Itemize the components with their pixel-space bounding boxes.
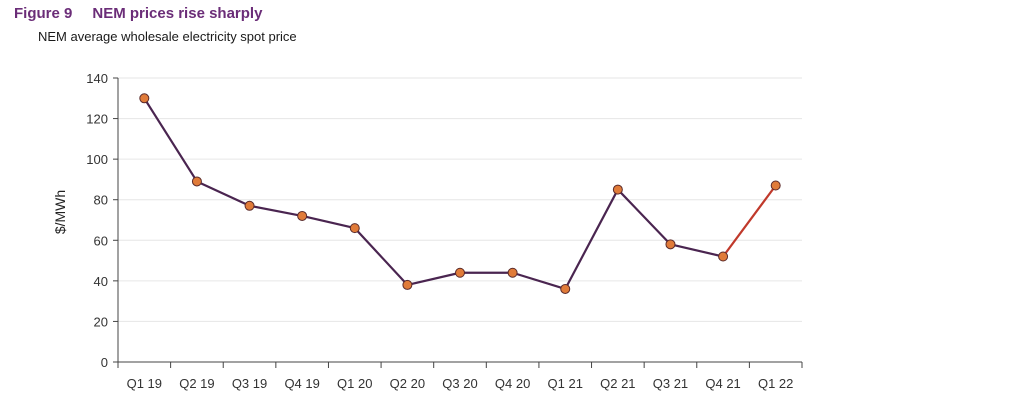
gridlines — [118, 77, 802, 322]
data-point — [770, 180, 781, 191]
series-line-segment — [248, 204, 304, 218]
x-tick-label: Q4 21 — [705, 376, 740, 391]
x-tick-label: Q1 19 — [127, 376, 162, 391]
y-tick-label: 120 — [86, 112, 108, 127]
y-tick-label: 40 — [94, 274, 108, 289]
series-line-segment — [564, 188, 619, 291]
y-tick-labels: 0 20 40 60 80 100 120 140 — [86, 71, 108, 370]
x-tick-label: Q2 21 — [600, 376, 635, 391]
y-tick-label: 20 — [94, 314, 108, 329]
data-point — [244, 200, 255, 211]
figure-number: Figure 9 — [14, 5, 73, 22]
data-point — [139, 93, 150, 104]
axes — [113, 77, 803, 368]
figure-title: Figure 9 NEM prices rise sharply — [14, 5, 262, 22]
series-line-segment — [353, 227, 409, 287]
figure-title-text: NEM prices rise sharply — [92, 5, 263, 22]
data-point — [718, 251, 729, 262]
x-tick-label: Q1 21 — [548, 376, 583, 391]
data-point — [191, 176, 202, 187]
y-tick-label: 100 — [86, 152, 108, 167]
series-points — [139, 93, 781, 294]
x-tick-label: Q3 19 — [232, 376, 267, 391]
series-line-segment — [301, 214, 356, 230]
x-tick-label: Q3 21 — [653, 376, 688, 391]
data-point — [349, 223, 360, 234]
x-tick-label: Q2 19 — [179, 376, 214, 391]
x-tick-label: Q4 20 — [495, 376, 530, 391]
data-point — [612, 184, 623, 195]
data-point — [455, 267, 465, 278]
data-point — [665, 239, 676, 250]
series-lines — [143, 97, 777, 291]
y-axis-label: $/MWh — [52, 190, 68, 234]
data-point — [402, 279, 413, 290]
series-line-segment — [669, 243, 725, 258]
series-line-segment — [616, 188, 672, 246]
series-line-segment — [195, 180, 251, 207]
y-tick-label: 80 — [94, 193, 108, 208]
data-point — [297, 210, 308, 221]
data-point — [560, 283, 571, 294]
x-tick-labels: Q1 19 Q2 19 Q3 19 Q4 19 Q1 20 Q2 20 Q3 20 Q4 20… — [127, 376, 794, 391]
series-line-segment — [143, 97, 199, 183]
x-tick-label: Q1 22 — [758, 376, 793, 391]
x-tick-label: Q1 20 — [337, 376, 372, 391]
y-tick-label: 0 — [101, 355, 108, 370]
series-line-segment — [721, 184, 777, 258]
data-point — [507, 267, 518, 278]
y-tick-label: 140 — [86, 71, 108, 86]
x-tick-label: Q2 20 — [390, 376, 425, 391]
series-line-segment — [511, 271, 567, 291]
y-tick-label: 60 — [94, 233, 108, 248]
x-tick-label: Q3 20 — [442, 376, 477, 391]
series-line-segment — [406, 271, 462, 287]
x-tick-label: Q4 19 — [284, 376, 319, 391]
figure-subtitle: NEM average wholesale electricity spot p… — [38, 29, 297, 44]
